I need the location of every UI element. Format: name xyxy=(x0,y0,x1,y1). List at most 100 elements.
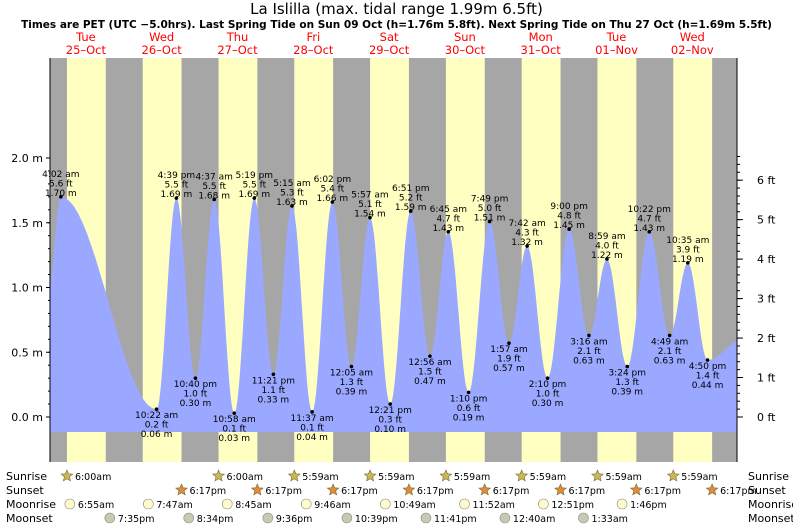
low-tide-label: 0.19 m xyxy=(453,413,485,423)
right-tick-label: 4 ft xyxy=(757,253,776,266)
high-tide-label: 5.3 ft xyxy=(280,188,304,198)
high-tide-label: 1.19 m xyxy=(672,255,704,265)
left-tick-label: 0.5 m xyxy=(11,346,43,359)
high-tide-label: 1.43 m xyxy=(633,224,665,234)
high-tide-label: 7:49 pm xyxy=(471,194,509,204)
sunset-time: 6:17pm xyxy=(644,486,681,497)
moonset-time: 1:33am xyxy=(591,514,627,525)
low-tide-label: 1.3 ft xyxy=(615,378,639,388)
moonset-moon-icon xyxy=(104,512,116,524)
low-tide-label: 0.63 m xyxy=(573,356,605,366)
high-tide-label: 5:19 pm xyxy=(236,171,274,181)
tide-extreme-point xyxy=(174,196,179,200)
high-tide-label: 5.5 ft xyxy=(165,181,189,191)
sun-star-icon xyxy=(402,483,416,496)
sun-moon-table: Sunrise Sunrise 6:00am 6:00am 5:59am 5:59am 5:… xyxy=(6,469,793,525)
tide-extreme-point xyxy=(349,364,354,369)
left-tick-label: 2.0 m xyxy=(11,152,43,165)
high-tide-label: 10:35 am xyxy=(666,236,709,246)
high-tide-label: 1.22 m xyxy=(591,251,623,261)
sunset-row-label-left: Sunset xyxy=(6,484,44,497)
low-tide-label: 0.33 m xyxy=(258,395,290,405)
day-header-date: 29–Oct xyxy=(368,43,410,57)
tide-extreme-point xyxy=(368,215,372,220)
day-header: Tue 01–Nov xyxy=(577,31,657,57)
moonrise-time: 11:52am xyxy=(472,500,514,511)
high-tide-label: 5.6 ft xyxy=(49,179,73,189)
high-tide-label: 6:45 am xyxy=(430,205,467,215)
high-tide-label: 5.1 ft xyxy=(358,200,382,210)
moonrise-time: 9:46am xyxy=(314,500,350,511)
high-tide-label: 4.0 ft xyxy=(595,242,619,252)
sun-star-icon xyxy=(212,469,226,482)
sunrise-time: 5:59am xyxy=(302,472,338,483)
low-tide-label: 0.06 m xyxy=(141,430,173,440)
low-tide-label: 1.4 ft xyxy=(696,372,720,382)
moonrise-moon-icon xyxy=(538,498,549,510)
tide-extreme-point xyxy=(428,354,432,358)
sunrise-time: 5:59am xyxy=(530,472,566,483)
moonset-moon-icon xyxy=(499,512,511,524)
moonrise-row-label-left: Moonrise xyxy=(6,498,56,511)
low-tide-label: 10:40 pm xyxy=(174,380,217,390)
day-header-date: 28–Oct xyxy=(293,43,334,57)
high-tide-label: 7:42 am xyxy=(508,219,545,229)
day-header-dow: Sun xyxy=(453,30,476,44)
tide-extreme-point xyxy=(154,407,159,412)
sun-star-icon xyxy=(666,469,680,482)
day-header: Thu 27–Oct xyxy=(198,31,278,57)
day-header-dow: Mon xyxy=(528,30,553,44)
high-tide-label: 1.45 m xyxy=(553,221,585,231)
day-header-dow: Sat xyxy=(379,30,399,44)
low-tide-label: 1.1 ft xyxy=(261,386,285,396)
low-tide-label: 10:58 am xyxy=(213,415,256,425)
sun-star-icon xyxy=(705,483,719,496)
high-tide-label: 5.2 ft xyxy=(399,194,423,204)
moonrise-row-label-right: Moonrise xyxy=(748,498,793,511)
high-tide-label: 5.0 ft xyxy=(478,204,502,214)
high-tide-label: 4.7 ft xyxy=(436,214,460,224)
right-tick-label: 1 ft xyxy=(757,372,776,385)
tide-extreme-point xyxy=(625,364,630,369)
moonset-time: 9:36pm xyxy=(276,514,313,525)
high-tide-label: 9:00 pm xyxy=(550,202,588,212)
moonrise-moon-icon xyxy=(300,498,312,510)
day-header-date: 25–Oct xyxy=(65,43,107,57)
sunrise-time: 5:59am xyxy=(454,472,490,483)
sun-star-icon xyxy=(250,483,264,496)
day-header-dow: Wed xyxy=(149,30,175,44)
day-header: Wed 26–Oct xyxy=(122,31,202,57)
low-tide-label: 0.1 ft xyxy=(300,423,324,433)
sun-star-icon xyxy=(591,469,604,482)
tide-extreme-point xyxy=(310,410,314,414)
tide-extreme-point xyxy=(705,358,710,362)
day-header-dow: Thu xyxy=(226,30,249,44)
high-tide-label: 3.9 ft xyxy=(676,245,700,255)
moonrise-moon-icon xyxy=(143,498,154,510)
high-tide-label: 1.54 m xyxy=(354,210,386,220)
high-tide-label: 4.8 ft xyxy=(557,212,581,222)
high-tide-label: 4.3 ft xyxy=(515,229,539,239)
moonset-moon-icon xyxy=(341,512,353,524)
moonrise-time: 6:55am xyxy=(78,500,114,511)
right-tick-label: 6 ft xyxy=(757,174,776,187)
day-header: Sat 29–Oct xyxy=(349,31,429,57)
high-tide-label: 8:59 am xyxy=(588,232,625,242)
tide-extreme-point xyxy=(212,197,216,202)
moonset-time: 10:39pm xyxy=(355,514,398,525)
tide-extreme-point xyxy=(667,333,672,338)
tide-extreme-point xyxy=(252,196,257,200)
high-tide-label: 1.70 m xyxy=(45,189,77,199)
low-tide-label: 1:10 pm xyxy=(450,394,488,404)
day-header: Fri 28–Oct xyxy=(273,31,353,57)
high-tide-label: 5.5 ft xyxy=(202,182,226,192)
low-tide-label: 10:22 am xyxy=(135,411,178,421)
high-tide-label: 4:39 pm xyxy=(158,171,196,181)
moonrise-moon-icon xyxy=(221,498,233,510)
tide-extreme-point xyxy=(466,390,471,395)
low-tide-label: 0.03 m xyxy=(218,434,250,444)
moonset-time: 7:35pm xyxy=(118,514,155,525)
low-tide-label: 1.3 ft xyxy=(340,378,364,388)
low-tide-label: 1.5 ft xyxy=(418,368,442,378)
